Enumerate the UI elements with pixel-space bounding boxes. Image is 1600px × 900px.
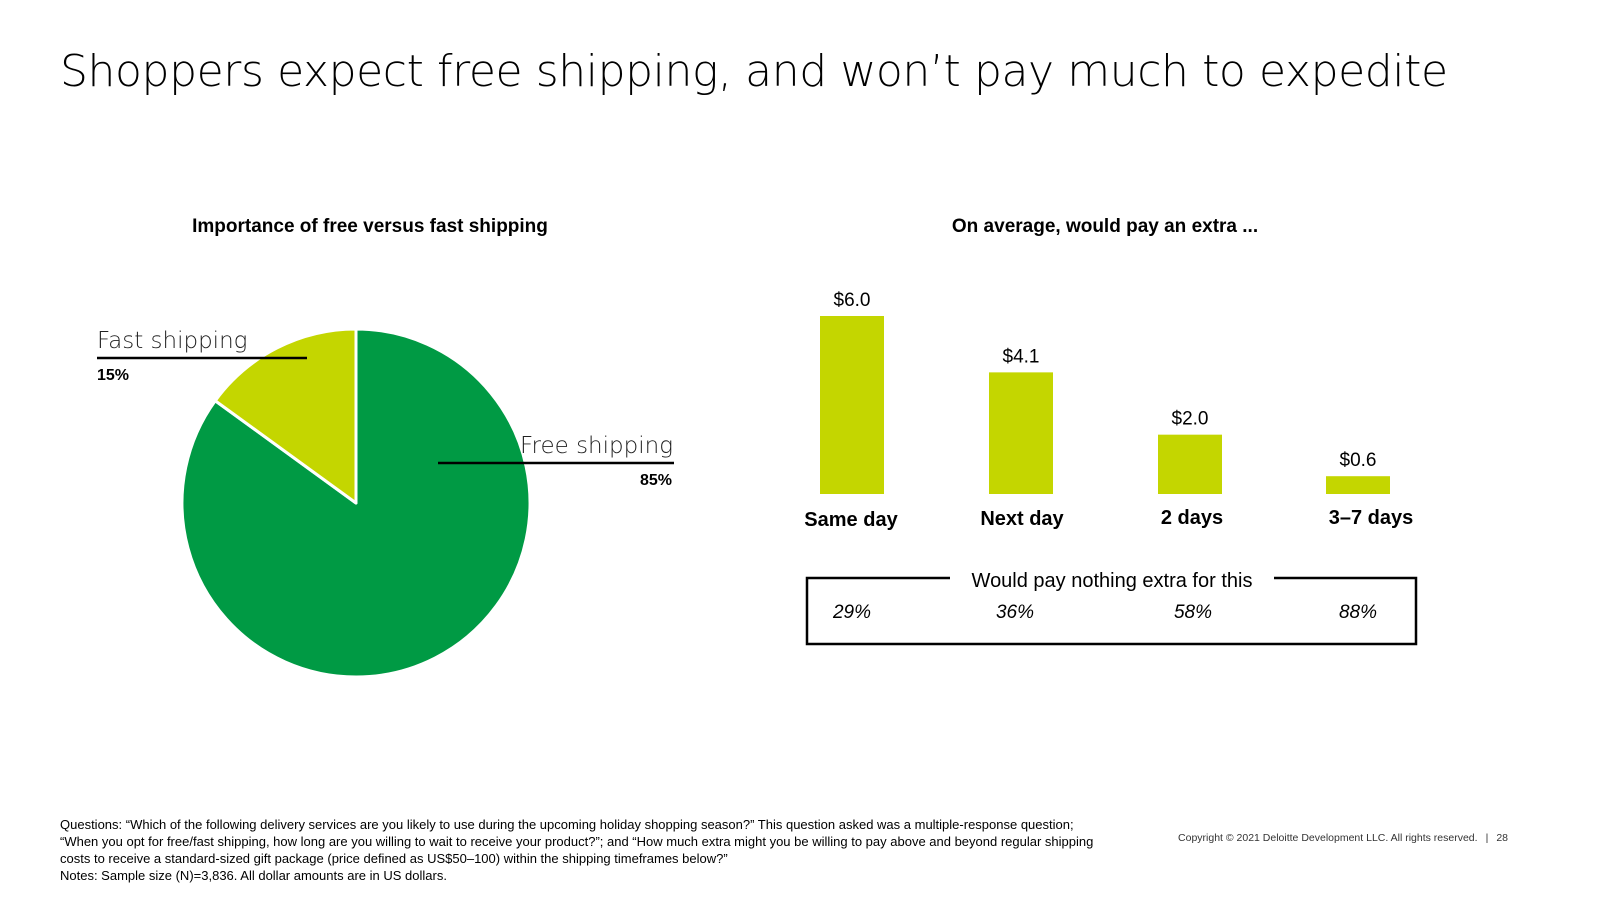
bar-value-label-2-days: $2.0: [1172, 409, 1209, 430]
nothing-extra-value-3-7-days: 88%: [1339, 602, 1377, 623]
bar-2-days: [1158, 434, 1222, 494]
pie-label-free: Free shipping: [520, 433, 673, 459]
pie-label-fast: Fast shipping: [97, 328, 247, 354]
pie-value-free: 85%: [640, 472, 672, 489]
bar-category-label-same-day: Same day: [804, 509, 898, 531]
pie-chart-title: Importance of free versus fast shipping: [192, 216, 548, 237]
nothing-extra-value-next-day: 36%: [996, 602, 1034, 623]
nothing-extra-title: Would pay nothing extra for this: [972, 570, 1253, 592]
nothing-extra-box: [805, 576, 1418, 646]
bar-next-day: [989, 372, 1053, 494]
copyright: Copyright © 2021 Deloitte Development LL…: [1178, 832, 1508, 844]
bar-chart: $6.0 Same day $4.1 Next day $2.0 2 days $0.6 3–…: [804, 290, 1418, 646]
pie-chart: Free shipping 85% Fast shipping 15%: [97, 327, 674, 679]
bar-3-7-days: [1326, 476, 1390, 494]
bar-chart-title: On average, would pay an extra ...: [951, 216, 1259, 237]
pie-slice-fast-shipping: [213, 327, 358, 505]
bar-category-label-2-days: 2 days: [1161, 507, 1223, 529]
copyright-text: Copyright © 2021 Deloitte Development LL…: [1178, 832, 1478, 844]
page-title: Shoppers expect free shipping, and won’t…: [60, 46, 1448, 97]
bar-value-label-same-day: $6.0: [834, 290, 871, 311]
pie-value-fast: 15%: [97, 367, 129, 384]
bar-value-label-3-7-days: $0.6: [1340, 450, 1377, 471]
footnote-questions: Questions: “Which of the following deliv…: [60, 817, 1094, 866]
nothing-extra-value-2-days: 58%: [1174, 602, 1212, 623]
footnote-notes: Notes: Sample size (N)=3,836. All dollar…: [60, 868, 447, 883]
bar-category-label-next-day: Next day: [980, 508, 1064, 530]
bar-value-label-next-day: $4.1: [1003, 346, 1040, 367]
copyright-separator: |: [1485, 832, 1489, 844]
nothing-extra-value-same-day: 29%: [832, 602, 871, 623]
bar-same-day: [820, 316, 884, 494]
page-number: 28: [1496, 832, 1508, 844]
bar-category-label-3-7-days: 3–7 days: [1329, 507, 1414, 529]
footnote: Questions: “Which of the following deliv…: [60, 816, 1100, 884]
